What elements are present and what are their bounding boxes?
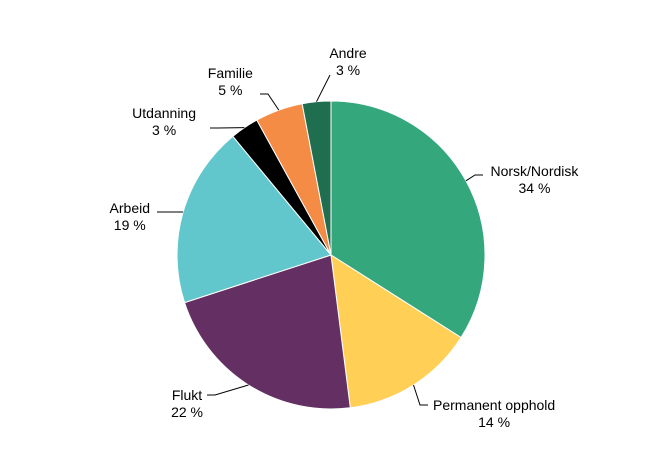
pie-slices [177, 101, 485, 409]
leader-line [260, 94, 279, 110]
leader-line [317, 75, 331, 102]
leader-line [466, 175, 483, 181]
leader-line [414, 385, 429, 405]
leader-line [207, 385, 249, 395]
